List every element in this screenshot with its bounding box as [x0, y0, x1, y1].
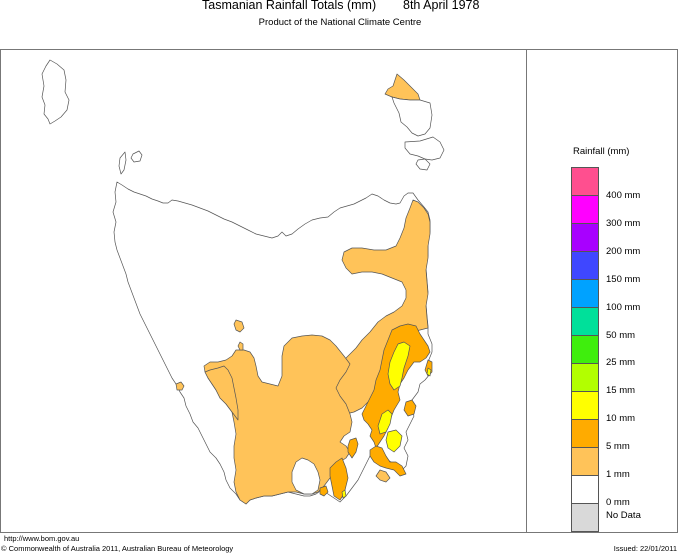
legend-swatch-0-1 [571, 475, 599, 504]
legend-swatch-10-15 [571, 391, 599, 420]
rain-10-15mm-north [387, 341, 411, 391]
rain-5-10mm-forestier [369, 445, 407, 477]
rain-10-15mm-mid [377, 409, 393, 435]
legend-swatch-150-200 [571, 251, 599, 280]
legend-divider [526, 49, 527, 532]
flinders-island-north [384, 73, 421, 101]
hunter-island [130, 150, 143, 163]
legend-swatch-50-100 [571, 307, 599, 336]
legend-swatch-200-300 [571, 223, 599, 252]
legend-label-25: 25 mm [606, 357, 636, 368]
legend-label-50: 50 mm [606, 330, 636, 341]
rain-5-10mm-tasman [375, 469, 391, 483]
three-hummock-island [118, 151, 127, 175]
legend-swatch-above-400 [571, 167, 599, 196]
rain-1-5mm-blob-west [233, 319, 245, 333]
flinders-island-south [391, 96, 433, 137]
rain-10-15mm-small-south [341, 489, 347, 499]
legend-title: Rainfall (mm) [573, 146, 630, 157]
rain-10-15mm-freycinet [385, 429, 403, 453]
copyright-notice: © Commonwealth of Australia 2011, Austra… [1, 544, 234, 553]
king-island [41, 59, 70, 125]
map-title: Tasmanian Rainfall Totals (mm) [202, 0, 377, 12]
legend-swatch-100-150 [571, 279, 599, 308]
rain-5-10mm-bruny [347, 437, 359, 459]
legend-label-15: 15 mm [606, 385, 636, 396]
clarke-island [415, 158, 431, 171]
rain-5-10mm-maria [403, 399, 417, 417]
rain-1-5mm-blob-west2 [237, 341, 244, 351]
legend-label-0: 0 mm [606, 497, 630, 508]
map-header: Tasmanian Rainfall Totals (mm) 8th April… [0, 0, 680, 14]
legend-swatch-300-400 [571, 195, 599, 224]
legend-label-5: 5 mm [606, 441, 630, 452]
rain-1-5mm-west-arm [204, 365, 239, 421]
rainfall-map [41, 59, 445, 505]
legend-label-100: 100 mm [606, 302, 641, 313]
legend-swatch-1-5 [571, 447, 599, 476]
map-subtitle: Product of the National Climate Centre [258, 17, 422, 28]
legend-swatch-5-10 [571, 419, 599, 448]
legend-label-300: 300 mm [606, 218, 641, 229]
rain-5-10mm-south-islet [319, 485, 329, 497]
legend-label-400: 400 mm [606, 190, 641, 201]
legend-label-150: 150 mm [606, 274, 641, 285]
legend-label-200: 200 mm [606, 246, 641, 257]
issued-date: Issued: 22/01/2011 [613, 544, 677, 553]
no-rain-lake-area [291, 457, 321, 495]
map-date: 8th April 1978 [403, 0, 480, 12]
source-link[interactable]: http://www.bom.gov.au [4, 534, 80, 543]
legend-scale [571, 167, 599, 532]
map-frame [0, 49, 678, 533]
legend-label-1: 1 mm [606, 469, 630, 480]
legend-swatch-no-data [571, 503, 599, 532]
rain-10-15mm-islet [426, 367, 432, 377]
legend-swatch-25-50 [571, 335, 599, 364]
legend-label-no-data: No Data [606, 510, 641, 521]
legend-swatch-15-25 [571, 363, 599, 392]
legend-label-10: 10 mm [606, 413, 636, 424]
cape-barren-island [404, 136, 445, 161]
rain-1-5mm-blob-macquarie [175, 381, 185, 391]
